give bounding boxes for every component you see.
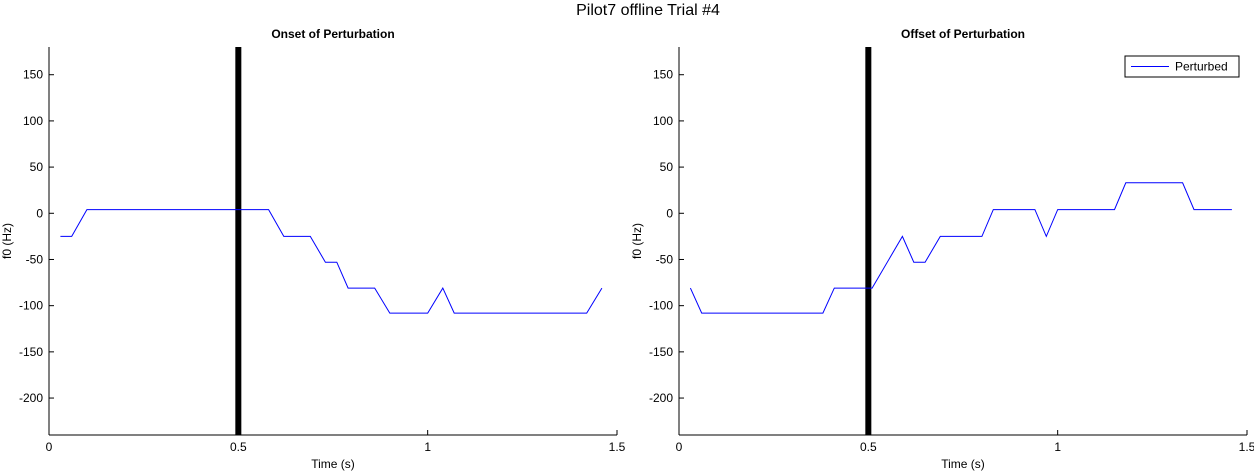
offset-y-tick-label: 0 [666, 206, 673, 220]
offset-y-tick-label: 100 [653, 114, 673, 128]
onset-y-tick-label: -200 [19, 391, 43, 405]
onset-y-tick-label: 150 [23, 68, 43, 82]
onset-y-tick-label: 100 [23, 114, 43, 128]
offset-x-tick-label: 1.5 [1239, 440, 1254, 454]
offset-y-tick-label: -150 [649, 345, 673, 359]
offset-axes-title: Offset of Perturbation [901, 27, 1025, 41]
onset-series-line [60, 209, 603, 314]
onset-axes: 0 0.5 1 1.5 150 100 50 0 -50 -100 -150 -200 Onset of… [0, 27, 626, 471]
onset-y-tick-label: -150 [19, 345, 43, 359]
onset-x-tick-label: 0 [46, 440, 53, 454]
offset-y-tick-label: -200 [649, 391, 673, 405]
offset-y-tick-label: 50 [660, 160, 674, 174]
offset-x-axis-label: Time (s) [941, 457, 985, 471]
offset-series-line [689, 182, 1232, 314]
onset-y-tick-label: 0 [36, 206, 43, 220]
offset-legend: Perturbed [1124, 55, 1240, 78]
legend-entry: Perturbed [1175, 60, 1228, 74]
offset-x-tick-label: 1 [1054, 440, 1061, 454]
offset-y-tick-label: 150 [653, 68, 673, 82]
onset-y-tick-label: -100 [19, 299, 43, 313]
onset-x-axis-label: Time (s) [311, 457, 355, 471]
onset-y-tick-label: -50 [26, 252, 44, 266]
offset-x-tick-label: 0.5 [860, 440, 877, 454]
offset-x-tick-label: 0 [676, 440, 683, 454]
onset-x-tick-label: 1.5 [609, 440, 626, 454]
offset-y-tick-label: -50 [656, 252, 674, 266]
figure-title: Pilot7 offline Trial #4 [576, 2, 720, 19]
onset-y-tick-label: 50 [30, 160, 44, 174]
onset-x-tick-label: 0.5 [230, 440, 247, 454]
onset-axes-title: Onset of Perturbation [271, 27, 394, 41]
onset-x-tick-label: 1 [424, 440, 431, 454]
offset-axes: 0 0.5 1 1.5 150 100 50 0 -50 -100 -150 -200 Offset o… [630, 27, 1254, 471]
offset-y-axis-label: f0 (Hz) [630, 223, 644, 259]
legend-box [1124, 55, 1240, 78]
onset-y-axis-label: f0 (Hz) [0, 223, 14, 259]
offset-y-tick-label: -100 [649, 299, 673, 313]
